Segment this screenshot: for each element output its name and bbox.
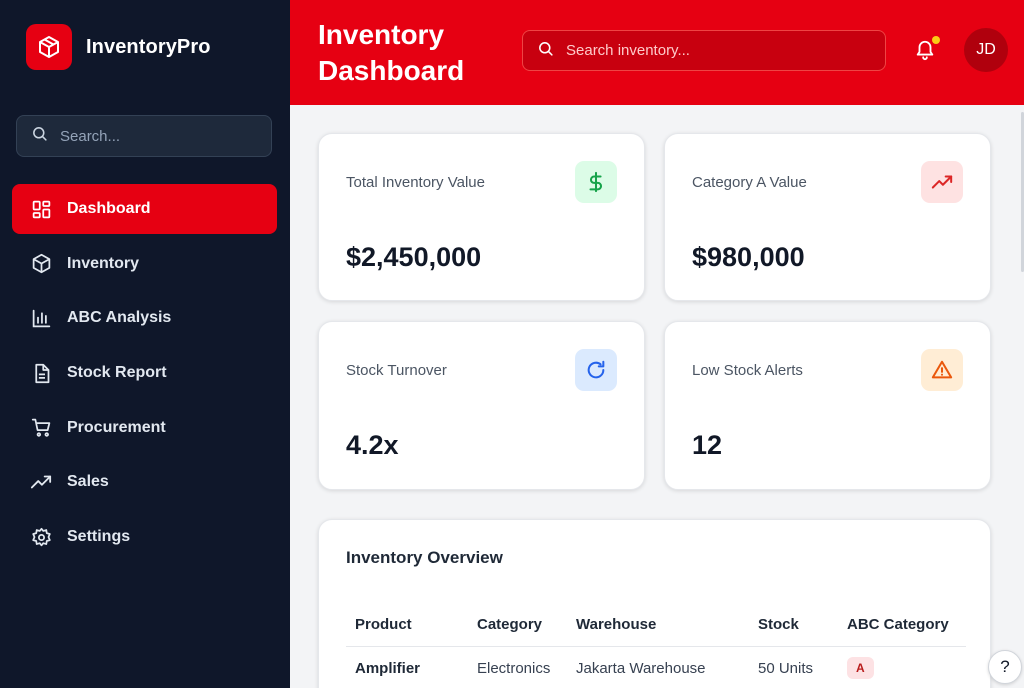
cell-product: Amplifier: [355, 659, 421, 677]
stat-value: $2,450,000: [346, 242, 482, 272]
inventory-table: Product Category Warehouse Stock ABC Cat…: [346, 604, 966, 688]
stat-label: Category A Value: [692, 174, 807, 191]
bell-icon: [916, 40, 934, 61]
brand-name: InventoryPro: [86, 35, 211, 58]
column-header[interactable]: Warehouse: [567, 604, 749, 647]
header-search[interactable]: [522, 30, 886, 71]
cube-icon: [30, 253, 52, 275]
sidebar-item-label: Procurement: [67, 418, 166, 436]
sidebar-item-label: Dashboard: [67, 200, 151, 217]
column-header[interactable]: Stock: [749, 604, 838, 647]
sidebar-search[interactable]: [16, 115, 272, 157]
stat-card-stock-turnover: Stock Turnover 4.2x: [318, 321, 645, 490]
sidebar-item-label: Settings: [67, 528, 131, 546]
sidebar-item-label: Inventory: [67, 254, 140, 272]
stat-label: Stock Turnover: [346, 362, 447, 379]
header-search-input[interactable]: [566, 42, 866, 59]
stat-card-category-a-value: Category A Value $980,000: [664, 133, 991, 301]
trending-up-icon: [30, 471, 52, 493]
inventory-overview-card: Inventory Overview Product Category Ware…: [318, 519, 991, 688]
sidebar-item-label: Sales: [67, 473, 109, 491]
stat-card-total-inventory-value: Total Inventory Value $2,450,000: [318, 133, 645, 301]
abc-badge: A: [847, 657, 874, 680]
stat-value: $980,000: [692, 242, 805, 272]
cell-abc-category: A: [838, 646, 966, 688]
refresh-icon: [575, 349, 617, 391]
stat-label: Total Inventory Value: [346, 174, 485, 191]
sidebar-item-label: Stock Report: [67, 364, 167, 382]
column-header[interactable]: Category: [468, 604, 567, 647]
table-row[interactable]: Amplifier Electronics Jakarta Warehouse …: [346, 646, 966, 688]
cube-icon: [26, 24, 72, 70]
stat-label: Low Stock Alerts: [692, 362, 803, 379]
stat-value: 12: [692, 430, 723, 460]
bar-chart-icon: [30, 307, 52, 329]
sidebar-item-stock-report[interactable]: Stock Report: [12, 348, 277, 398]
sidebar-item-sales[interactable]: Sales: [12, 457, 277, 507]
dollar-icon: [575, 161, 617, 203]
stat-card-low-stock-alerts: Low Stock Alerts 12: [664, 321, 991, 490]
search-icon: [537, 40, 554, 62]
trending-up-icon: [921, 161, 963, 203]
page-title: Inventory Dashboard: [318, 19, 465, 86]
table-header-row: Product Category Warehouse Stock ABC Cat…: [346, 604, 966, 647]
sidebar-nav: Dashboard Inventory ABC Analysis Stock R…: [12, 184, 277, 567]
section-title: Inventory Overview: [346, 548, 503, 567]
column-header[interactable]: ABC Category: [838, 604, 966, 647]
cart-icon: [30, 417, 52, 439]
search-icon: [31, 125, 48, 147]
sidebar-search-input[interactable]: [60, 127, 250, 145]
sidebar-item-inventory[interactable]: Inventory: [12, 239, 277, 289]
help-button[interactable]: ?: [988, 650, 1022, 684]
sidebar-item-dashboard[interactable]: Dashboard: [12, 184, 277, 234]
document-icon: [30, 362, 52, 384]
cell-warehouse: Jakarta Warehouse: [576, 659, 706, 677]
stat-value: 4.2x: [346, 430, 399, 460]
gear-icon: [30, 526, 52, 548]
brand[interactable]: InventoryPro: [26, 24, 211, 70]
notifications-button[interactable]: [914, 36, 940, 64]
sidebar-item-settings[interactable]: Settings: [12, 512, 277, 562]
avatar[interactable]: JD: [964, 28, 1008, 72]
sidebar-item-procurement[interactable]: Procurement: [12, 403, 277, 453]
column-header[interactable]: Product: [346, 604, 468, 647]
cell-category: Electronics: [477, 659, 551, 677]
sidebar-item-abc-analysis[interactable]: ABC Analysis: [12, 293, 277, 343]
sidebar: InventoryPro Dashboard Inventory ABC Ana…: [0, 0, 290, 688]
sidebar-item-label: ABC Analysis: [67, 309, 172, 327]
warning-icon: [921, 349, 963, 391]
notification-dot: [932, 36, 940, 44]
scrollbar[interactable]: [1021, 112, 1024, 272]
top-header: Inventory Dashboard JD: [290, 0, 1024, 105]
grid-icon: [30, 198, 52, 220]
cell-stock: 50 Units: [758, 659, 814, 677]
